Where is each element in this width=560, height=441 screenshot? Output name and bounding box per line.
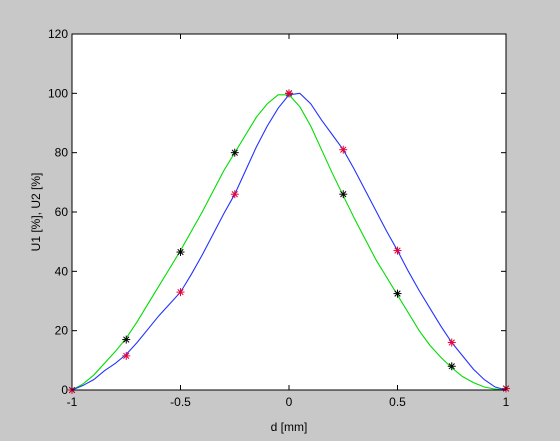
y-tick-label: 80 <box>55 146 69 160</box>
data-point-series-3 <box>339 190 348 199</box>
data-point-series-4 <box>447 338 456 347</box>
x-tick-label: -1 <box>67 395 78 409</box>
x-tick-label: 0.5 <box>389 395 406 409</box>
x-tick-label: 0 <box>286 395 293 409</box>
data-point-series-3 <box>176 248 185 257</box>
axes-box <box>71 33 507 391</box>
data-point-series-3 <box>122 335 131 344</box>
data-point-series-3 <box>230 148 239 157</box>
data-point-series-4 <box>122 351 131 360</box>
plot-area <box>72 34 506 390</box>
y-axis-label: U1 [%], U2 [%] <box>29 173 43 252</box>
y-tick-label: 40 <box>55 264 69 278</box>
y-tick-label: 0 <box>61 383 68 397</box>
x-axis-label: d [mm] <box>271 420 308 434</box>
data-point-series-4 <box>393 246 402 255</box>
data-point-series-4 <box>176 288 185 297</box>
data-point-series-4 <box>230 190 239 199</box>
tick-layer: -1 -0.5 0 0.5 1 0 20 40 60 80 100 120 <box>48 27 510 409</box>
data-point-series-3 <box>447 362 456 371</box>
y-tick-label: 20 <box>55 324 69 338</box>
x-tick-label: -0.5 <box>170 395 191 409</box>
data-point-series-3 <box>393 289 402 298</box>
data-point-series-4 <box>339 145 348 154</box>
y-tick-label: 60 <box>55 205 69 219</box>
y-tick-label: 120 <box>48 27 68 41</box>
y-tick-label: 100 <box>48 86 68 100</box>
x-tick-label: 1 <box>503 395 510 409</box>
data-point-series-4 <box>285 89 293 98</box>
